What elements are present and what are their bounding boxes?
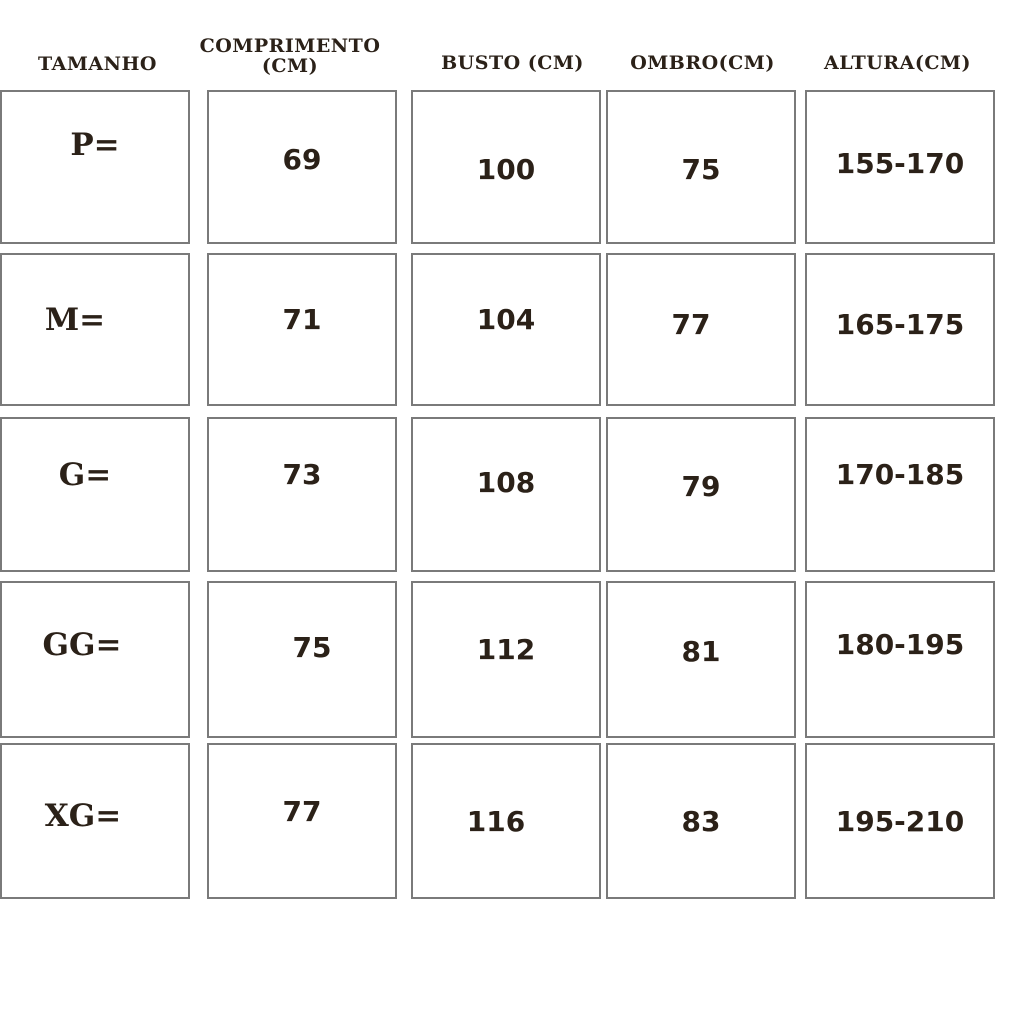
- cell-ombro: 81: [606, 581, 796, 738]
- cell-comprimento-value: 77: [282, 794, 322, 828]
- header-tamanho: TAMANHO: [38, 53, 157, 75]
- cell-size-value: P=: [70, 127, 120, 163]
- cell-ombro-value: 81: [681, 635, 721, 668]
- cell-ombro-value: 75: [681, 152, 721, 186]
- cell-size-value: G=: [58, 456, 112, 493]
- cell-comprimento: 69: [207, 90, 397, 244]
- cell-ombro: 79: [606, 417, 796, 572]
- cell-ombro: 75: [606, 90, 796, 244]
- cell-altura-value: 170-185: [835, 458, 965, 491]
- cell-ombro-value: 83: [681, 804, 721, 838]
- cell-busto-value: 104: [476, 303, 536, 336]
- cell-comprimento: 71: [207, 253, 397, 406]
- cell-ombro: 77: [606, 253, 796, 406]
- cell-comprimento: 75: [207, 581, 397, 738]
- cell-comprimento: 73: [207, 417, 397, 572]
- cell-busto: 104: [411, 253, 601, 406]
- cell-busto: 100: [411, 90, 601, 244]
- cell-ombro-value: 77: [671, 308, 711, 341]
- cell-busto-value: 108: [476, 466, 536, 499]
- cell-busto: 112: [411, 581, 601, 738]
- header-busto: BUSTO (CM): [441, 52, 584, 74]
- cell-busto-value: 116: [466, 804, 526, 838]
- cell-busto: 116: [411, 743, 601, 899]
- cell-comprimento-value: 75: [292, 631, 332, 664]
- cell-altura-value: 180-195: [835, 628, 965, 661]
- cell-altura: 170-185: [805, 417, 995, 572]
- header-comprimento-line2: (CM): [261, 55, 319, 77]
- cell-size-value: GG=: [42, 626, 122, 663]
- cell-size: G=: [0, 417, 190, 572]
- header-comprimento: COMPRIMENTO (CM): [190, 36, 390, 76]
- cell-busto-value: 100: [476, 152, 536, 186]
- cell-altura: 180-195: [805, 581, 995, 738]
- cell-altura: 195-210: [805, 743, 995, 899]
- header-ombro: OMBRO(CM): [630, 52, 775, 74]
- cell-comprimento-value: 73: [282, 458, 322, 491]
- cell-size: M=: [0, 253, 190, 406]
- cell-busto-value: 112: [476, 633, 536, 666]
- cell-ombro: 83: [606, 743, 796, 899]
- cell-comprimento-value: 71: [282, 303, 322, 336]
- cell-altura: 165-175: [805, 253, 995, 406]
- cell-altura: 155-170: [805, 90, 995, 244]
- cell-size: XG=: [0, 743, 190, 899]
- cell-size: GG=: [0, 581, 190, 738]
- cell-ombro-value: 79: [681, 470, 721, 503]
- header-altura: ALTURA(CM): [824, 52, 971, 74]
- cell-comprimento: 77: [207, 743, 397, 899]
- cell-size-value: M=: [44, 301, 106, 338]
- cell-altura-value: 165-175: [835, 308, 965, 341]
- header-comprimento-line1: COMPRIMENTO: [199, 35, 381, 57]
- cell-comprimento-value: 69: [282, 142, 322, 176]
- cell-size-value: XG=: [44, 798, 122, 834]
- cell-altura-value: 155-170: [835, 146, 965, 180]
- cell-busto: 108: [411, 417, 601, 572]
- cell-size: P=: [0, 90, 190, 244]
- cell-altura-value: 195-210: [835, 804, 965, 838]
